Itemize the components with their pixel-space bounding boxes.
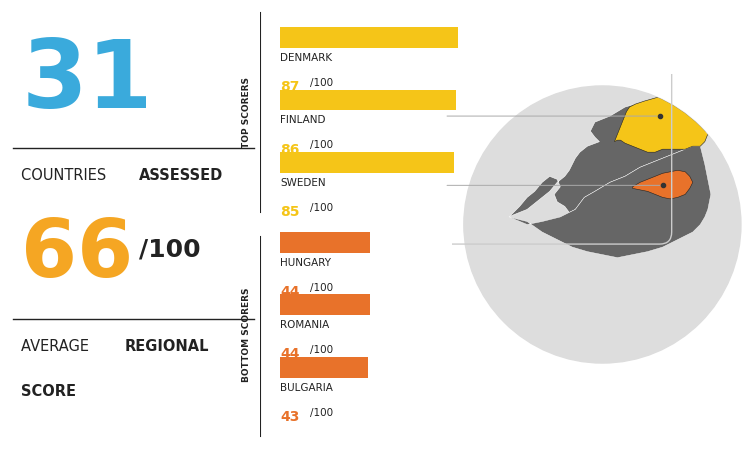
Text: COUNTRIES: COUNTRIES: [21, 168, 111, 183]
Text: /100: /100: [309, 203, 333, 213]
Point: [255, 11, 264, 16]
Text: 86: 86: [280, 143, 300, 157]
Text: 87: 87: [280, 80, 300, 94]
FancyBboxPatch shape: [280, 357, 368, 378]
Text: BOTTOM SCORERS: BOTTOM SCORERS: [242, 287, 252, 382]
FancyBboxPatch shape: [280, 295, 370, 315]
Polygon shape: [509, 146, 711, 258]
Polygon shape: [614, 93, 711, 152]
Text: SCORE: SCORE: [21, 384, 76, 399]
FancyBboxPatch shape: [280, 27, 459, 48]
Text: 31: 31: [21, 36, 153, 128]
FancyBboxPatch shape: [280, 90, 456, 110]
Polygon shape: [509, 92, 711, 217]
Text: 85: 85: [280, 205, 300, 219]
Text: AVERAGE: AVERAGE: [21, 339, 94, 354]
Text: 43: 43: [280, 410, 300, 424]
Text: /100: /100: [309, 408, 333, 418]
Circle shape: [464, 86, 741, 363]
Text: ASSESSED: ASSESSED: [139, 168, 223, 183]
Text: 66: 66: [21, 216, 133, 294]
Text: 44: 44: [280, 348, 300, 361]
Text: TOP SCORERS: TOP SCORERS: [242, 77, 252, 148]
Point: [255, 433, 264, 438]
Text: /100: /100: [309, 283, 333, 293]
Text: HUNGARY: HUNGARY: [280, 258, 331, 268]
Text: SWEDEN: SWEDEN: [280, 178, 326, 188]
Circle shape: [464, 86, 741, 363]
Polygon shape: [633, 170, 693, 199]
Text: /100: /100: [309, 345, 333, 355]
Point: [255, 235, 264, 240]
Text: FINLAND: FINLAND: [280, 115, 326, 125]
FancyBboxPatch shape: [280, 232, 370, 252]
Text: /100: /100: [309, 78, 333, 88]
Point: [255, 209, 264, 214]
Text: 44: 44: [280, 285, 300, 299]
Text: DENMARK: DENMARK: [280, 53, 332, 63]
Text: /100: /100: [139, 238, 200, 262]
Text: ROMANIA: ROMANIA: [280, 320, 330, 330]
Text: REGIONAL: REGIONAL: [124, 339, 209, 354]
Text: BULGARIA: BULGARIA: [280, 383, 333, 393]
FancyBboxPatch shape: [280, 152, 454, 173]
Text: /100: /100: [309, 141, 333, 150]
